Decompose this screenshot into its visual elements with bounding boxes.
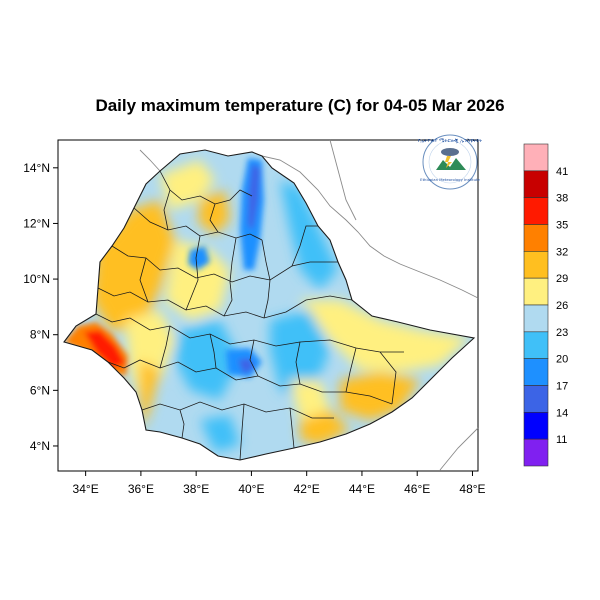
coastline: [139, 139, 479, 471]
x-tick-label: 40°E: [238, 482, 264, 496]
colorbar-swatch: [523, 277, 549, 306]
colorbar-label: 14: [556, 407, 568, 419]
colorbar-label: 11: [556, 434, 567, 446]
y-tick-label: 6°N: [30, 383, 50, 397]
colorbar-label: 41: [556, 166, 568, 178]
colorbar-swatch: [523, 251, 549, 279]
colorbar-swatch: [523, 412, 549, 440]
map-title: Daily maximum temperature (C) for 04-05 …: [95, 96, 505, 115]
x-tick-label: 36°E: [128, 482, 154, 496]
y-tick-label: 8°N: [30, 328, 50, 342]
colorbar: 41 38 35 32 29 26 23 20 17 14 11: [523, 143, 568, 467]
colorbar-label: 32: [556, 246, 568, 258]
colorbar-swatch: [523, 143, 549, 172]
x-tick-label: 38°E: [183, 482, 209, 496]
colorbar-label: 29: [556, 273, 568, 285]
institute-logo: የኢትዮጵያ ሜትሮሎጂ ኢንስቲትዩት Ethiopian Meteorolo…: [418, 134, 483, 190]
colorbar-swatch: [523, 224, 549, 252]
y-tick-label: 10°N: [23, 272, 50, 286]
cloud-icon: [441, 148, 459, 156]
y-tick-label: 14°N: [23, 161, 50, 175]
colorbar-swatch: [523, 385, 549, 413]
colorbar-swatch: [523, 197, 549, 225]
colorbar-label: 35: [556, 220, 568, 232]
y-tick-label: 4°N: [30, 439, 50, 453]
x-tick-label: 44°E: [349, 482, 375, 496]
x-tick-label: 42°E: [294, 482, 320, 496]
lightning-icon: [445, 156, 452, 168]
y-axis: 4°N 6°N 8°N 10°N 12°N 14°N: [23, 161, 58, 453]
colorbar-label: 23: [556, 327, 568, 339]
colorbar-swatch: [523, 438, 549, 467]
colorbar-label: 17: [556, 381, 568, 393]
colorbar-swatch: [523, 170, 549, 198]
logo-text-amharic: የኢትዮጵያ ሜትሮሎጂ ኢንስቲትዩት: [418, 138, 483, 144]
colorbar-label: 38: [556, 193, 568, 205]
x-tick-label: 34°E: [73, 482, 99, 496]
colorbar-label: 20: [556, 354, 568, 366]
admin-boundaries: [63, 149, 476, 461]
logo-text-english: Ethiopian Meteorology Institute: [420, 177, 480, 182]
x-axis: 34°E 36°E 38°E 40°E 42°E 44°E 46°E 48°E: [73, 471, 486, 496]
x-tick-label: 46°E: [404, 482, 430, 496]
colorbar-swatch: [523, 331, 549, 359]
mountain-icon: [436, 158, 466, 170]
colorbar-label: 26: [556, 300, 568, 312]
x-tick-label: 48°E: [459, 482, 485, 496]
colorbar-swatch: [523, 358, 549, 386]
colorbar-swatch: [523, 304, 549, 333]
y-tick-label: 12°N: [23, 216, 50, 230]
